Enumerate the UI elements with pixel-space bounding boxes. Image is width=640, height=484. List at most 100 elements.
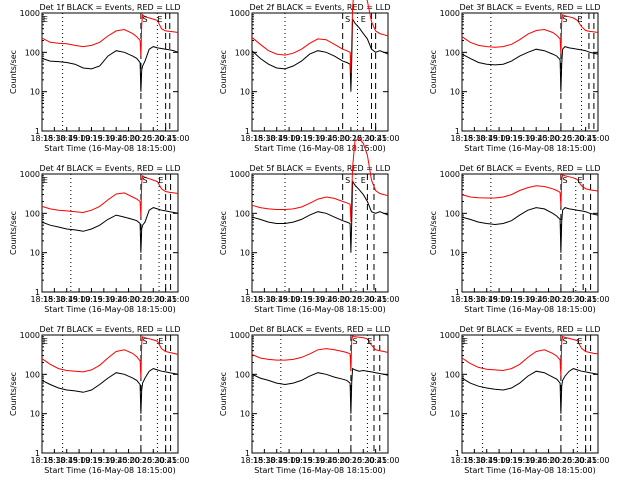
y-tick-label: 10	[30, 410, 40, 419]
x-tick-label: 18:30	[463, 456, 486, 465]
x-tick-label: 20:15	[339, 134, 362, 143]
x-tick-label: 21:00	[586, 295, 609, 304]
x-tick-label: 19:15	[80, 134, 103, 143]
x-tick-label: 19:45	[315, 295, 338, 304]
x-tick-label: 18:15	[30, 295, 53, 304]
x-tick-label: 19:00	[278, 456, 301, 465]
plot-frame	[251, 12, 389, 132]
x-axis-label: Start Time (16-May-08 18:15:00)	[44, 466, 175, 475]
y-tick-label: 1	[35, 127, 40, 136]
x-tick-label: 20:00	[117, 295, 140, 304]
plot-frame	[251, 173, 389, 293]
panel-marker-label: S	[345, 15, 350, 24]
panel-marker-label: E	[43, 337, 48, 346]
x-tick-label: 20:00	[537, 295, 560, 304]
x-tick-label: 21:00	[166, 134, 189, 143]
x-tick-label: 20:30	[142, 295, 165, 304]
series-lld	[461, 14, 599, 55]
x-tick-label: 18:45	[475, 295, 498, 304]
series-events	[251, 367, 389, 414]
y-axis-label: Counts/sec	[9, 50, 18, 94]
panel-7: Det 7f BLACK = Events, RED = LLD 1 10 100 10…	[9, 325, 190, 475]
panel-title: Det 2f BLACK = Events, RED = LLD	[249, 3, 390, 12]
series-events	[41, 46, 179, 92]
panel-9: Det 9f BLACK = Events, RED = LLD 1 10 100 10…	[429, 325, 610, 475]
x-tick-label: 21:00	[376, 456, 399, 465]
x-tick-label: 19:15	[500, 134, 523, 143]
x-tick-label: 19:30	[302, 295, 325, 304]
x-tick-label: 18:15	[450, 295, 473, 304]
y-tick-label: 1	[455, 127, 460, 136]
x-tick-label: 20:45	[154, 456, 177, 465]
y-tick-label: 1	[455, 449, 460, 458]
x-tick-label: 19:00	[68, 134, 91, 143]
y-tick-label: 1000	[20, 9, 40, 18]
x-tick-label: 20:00	[537, 134, 560, 143]
panel-marker-label: E	[367, 337, 372, 346]
x-tick-label: 19:45	[525, 134, 548, 143]
x-tick-label: 18:45	[55, 295, 78, 304]
x-tick-label: 21:00	[376, 134, 399, 143]
x-tick-label: 18:30	[43, 295, 66, 304]
panel-marker-label: E	[361, 15, 366, 24]
x-tick-label: 18:15	[240, 134, 263, 143]
y-axis-label: Counts/sec	[429, 372, 438, 416]
x-tick-label: 19:15	[290, 456, 313, 465]
series-lld	[41, 336, 179, 379]
panel-marker-label: E	[577, 337, 582, 346]
x-tick-label: 19:45	[315, 134, 338, 143]
x-tick-label: 20:15	[549, 295, 572, 304]
x-tick-label: 19:30	[92, 295, 115, 304]
x-axis-label: Start Time (16-May-08 18:15:00)	[254, 466, 385, 475]
x-tick-label: 18:30	[43, 456, 66, 465]
x-tick-label: 19:45	[525, 456, 548, 465]
x-tick-label: 18:30	[253, 456, 276, 465]
plot-frame	[41, 12, 179, 132]
y-tick-label: 1	[35, 449, 40, 458]
y-tick-label: 100	[235, 209, 250, 218]
x-tick-label: 19:15	[500, 456, 523, 465]
y-tick-label: 1000	[20, 170, 40, 179]
x-tick-label: 18:30	[253, 134, 276, 143]
y-axis-label: Counts/sec	[9, 211, 18, 255]
x-tick-label: 20:15	[549, 456, 572, 465]
x-tick-label: 20:45	[364, 456, 387, 465]
x-tick-label: 19:30	[302, 456, 325, 465]
y-tick-label: 10	[450, 410, 460, 419]
x-tick-label: 20:30	[142, 134, 165, 143]
x-tick-label: 20:45	[154, 134, 177, 143]
x-tick-label: 19:00	[488, 134, 511, 143]
x-tick-label: 18:15	[450, 134, 473, 143]
y-axis-label: Counts/sec	[429, 211, 438, 255]
y-tick-label: 1	[245, 127, 250, 136]
panel-title: Det 9f BLACK = Events, RED = LLD	[459, 325, 600, 334]
series-lld	[41, 13, 179, 57]
series-lld	[461, 335, 599, 377]
x-tick-label: 20:45	[364, 134, 387, 143]
x-tick-label: 18:45	[265, 295, 288, 304]
y-tick-label: 100	[25, 209, 40, 218]
y-tick-label: 10	[240, 88, 250, 97]
panel-title: Det 6f BLACK = Events, RED = LLD	[459, 164, 600, 173]
x-tick-label: 19:30	[512, 295, 535, 304]
x-tick-label: 19:15	[80, 456, 103, 465]
y-tick-label: 1000	[230, 9, 250, 18]
panel-8: Det 8f BLACK = Events, RED = LLD 1 10 100 10…	[219, 325, 400, 475]
panel-marker-label: S	[563, 176, 568, 185]
series-events	[41, 368, 179, 414]
x-tick-label: 18:45	[265, 456, 288, 465]
panel-title: Det 4f BLACK = Events, RED = LLD	[39, 164, 180, 173]
x-tick-label: 20:15	[129, 134, 152, 143]
y-tick-label: 1000	[440, 9, 460, 18]
x-tick-label: 18:15	[450, 456, 473, 465]
x-tick-label: 18:45	[475, 134, 498, 143]
y-tick-label: 100	[25, 48, 40, 57]
plot-frame	[461, 334, 599, 454]
x-tick-label: 18:15	[240, 456, 263, 465]
series-events	[251, 179, 389, 253]
x-tick-label: 19:15	[500, 295, 523, 304]
x-tick-label: 20:45	[574, 456, 597, 465]
panel-marker-label: E	[158, 176, 163, 185]
